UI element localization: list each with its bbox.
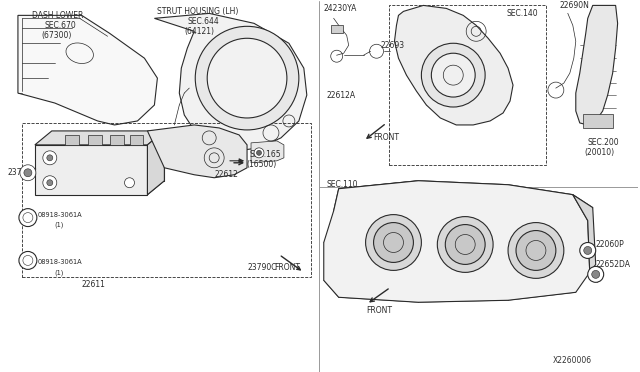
Circle shape (592, 270, 600, 278)
Text: 24230YA: 24230YA (324, 4, 357, 13)
Circle shape (47, 155, 52, 161)
Text: SEC.644: SEC.644 (188, 17, 219, 26)
Bar (65, 135, 79, 145)
Bar (88, 135, 102, 145)
Circle shape (43, 151, 57, 165)
Circle shape (195, 26, 299, 130)
Text: (1): (1) (55, 269, 64, 276)
Text: 22612: 22612 (214, 170, 238, 179)
Text: 08918-3061A: 08918-3061A (38, 212, 83, 218)
Text: (1): (1) (55, 221, 64, 228)
Circle shape (431, 53, 475, 97)
Circle shape (421, 43, 485, 107)
Circle shape (437, 217, 493, 272)
Text: SEC.140: SEC.140 (506, 9, 538, 18)
Circle shape (125, 178, 134, 188)
Circle shape (254, 148, 264, 158)
Text: FRONT: FRONT (374, 134, 399, 142)
Polygon shape (35, 131, 164, 145)
Polygon shape (18, 15, 157, 125)
Circle shape (23, 213, 33, 222)
Text: 22612A: 22612A (327, 90, 356, 100)
Circle shape (365, 215, 421, 270)
Polygon shape (394, 6, 513, 125)
Text: 22690N: 22690N (560, 1, 589, 10)
Circle shape (20, 165, 36, 181)
Polygon shape (573, 195, 596, 272)
Text: (67300): (67300) (42, 31, 72, 40)
Circle shape (584, 247, 592, 254)
Text: 22060P: 22060P (596, 240, 625, 249)
Bar (583, 114, 612, 128)
Circle shape (374, 222, 413, 262)
Text: DASH LOWER: DASH LOWER (32, 11, 83, 20)
Polygon shape (35, 145, 147, 195)
Circle shape (19, 251, 37, 269)
Polygon shape (324, 181, 589, 302)
Text: SEC.670: SEC.670 (45, 21, 77, 30)
Bar (388, 6, 546, 165)
Circle shape (207, 38, 287, 118)
Text: N: N (20, 257, 25, 262)
Polygon shape (576, 6, 618, 125)
Text: (64121): (64121) (184, 27, 214, 36)
Text: (20010): (20010) (585, 148, 615, 157)
Text: SEC.110: SEC.110 (327, 180, 358, 189)
Text: FRONT: FRONT (367, 306, 392, 315)
Text: 23790C: 23790C (247, 263, 276, 272)
Text: X2260006: X2260006 (553, 356, 592, 365)
Circle shape (508, 222, 564, 278)
Circle shape (47, 180, 52, 186)
Text: N: N (20, 214, 25, 219)
Circle shape (580, 243, 596, 259)
Text: 23790C: 23790C (8, 168, 38, 177)
Circle shape (19, 209, 37, 227)
Polygon shape (333, 181, 593, 228)
Circle shape (588, 266, 604, 282)
Polygon shape (154, 13, 307, 151)
Bar (22, 123, 311, 278)
Text: SEC.165: SEC.165 (249, 150, 281, 159)
Text: STRUT HOUSING (LH): STRUT HOUSING (LH) (157, 7, 239, 16)
Text: 08918-3061A: 08918-3061A (38, 259, 83, 265)
Bar (331, 25, 342, 33)
Text: 22693: 22693 (381, 41, 404, 50)
Text: FRONT: FRONT (274, 263, 300, 272)
Circle shape (24, 169, 32, 177)
Polygon shape (251, 141, 284, 163)
Circle shape (257, 150, 262, 155)
Circle shape (43, 176, 57, 190)
Polygon shape (147, 131, 164, 195)
Bar (109, 135, 124, 145)
Polygon shape (147, 125, 247, 178)
Text: 22611: 22611 (82, 280, 106, 289)
Bar (129, 135, 143, 145)
Circle shape (445, 225, 485, 264)
Circle shape (23, 256, 33, 265)
Circle shape (516, 231, 556, 270)
Text: 22652DA: 22652DA (596, 260, 630, 269)
Text: SEC.200: SEC.200 (588, 138, 620, 147)
Text: (16500): (16500) (246, 160, 276, 169)
